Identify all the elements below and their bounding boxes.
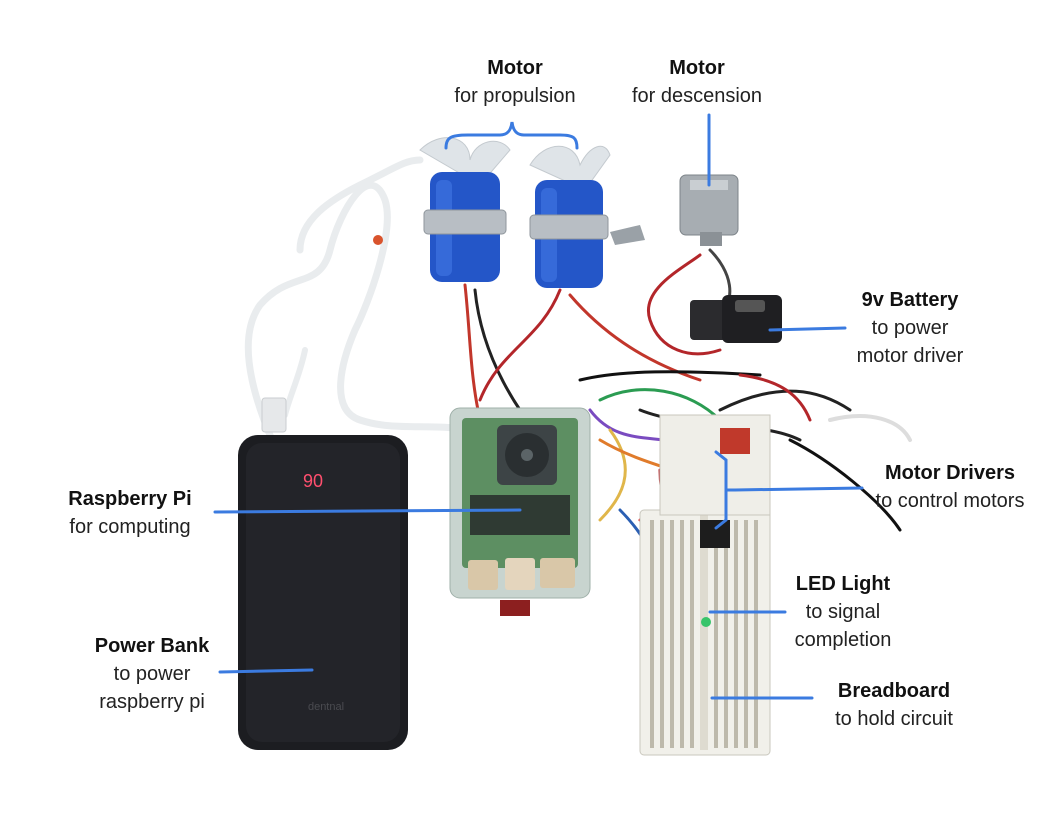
label-breadboard: Breadboard to hold circuit: [814, 677, 974, 733]
motor-drivers-brace: [714, 450, 735, 530]
label-battery-9v-line2: motor driver: [856, 345, 964, 367]
label-led-light: LED Light to signal completion: [768, 570, 918, 654]
label-motor-descension-title: Motor: [669, 57, 725, 79]
label-battery-9v: 9v Battery to power motor driver: [830, 286, 990, 370]
label-motor-propulsion-subtitle: for propulsion: [454, 85, 576, 107]
power-bank-leader: [218, 668, 314, 674]
label-raspberry-pi: Raspberry Pi for computing: [40, 485, 220, 541]
cable-tie: [373, 235, 383, 245]
label-raspberry-pi-title: Raspberry Pi: [68, 488, 192, 510]
label-motor-drivers-title: Motor Drivers: [884, 462, 1016, 484]
label-breadboard-subtitle: to hold circuit: [835, 708, 953, 730]
label-power-bank-line2: raspberry pi: [99, 691, 205, 713]
label-battery-9v-line1: to power: [871, 317, 949, 339]
propulsion-motor-left: [419, 137, 511, 282]
label-power-bank: Power Bank to power raspberry pi: [72, 632, 232, 716]
label-breadboard-title: Breadboard: [837, 680, 951, 702]
label-led-light-line2: completion: [794, 629, 892, 651]
label-battery-9v-title: 9v Battery: [861, 289, 959, 311]
propulsion-motor-right: [529, 145, 645, 288]
usb-plug: [261, 397, 287, 433]
label-power-bank-title: Power Bank: [94, 635, 210, 657]
label-raspberry-pi-subtitle: for computing: [69, 516, 191, 538]
label-motor-propulsion: Motor for propulsion: [430, 54, 600, 110]
label-led-light-title: LED Light: [795, 573, 891, 595]
label-motor-descension: Motor for descension: [612, 54, 782, 110]
battery-9v: [690, 295, 782, 343]
usb-cable: [244, 156, 459, 444]
battery-leader: [768, 326, 847, 332]
label-power-bank-line1: to power: [113, 663, 191, 685]
label-led-light-line1: to signal: [805, 601, 881, 623]
pi-leader: [213, 508, 522, 514]
power-bank-display: 90: [303, 471, 323, 491]
propulsion-brace: [444, 121, 579, 150]
raspberry-pi: [449, 407, 591, 616]
motor-drivers-leader: [733, 486, 864, 492]
label-motor-drivers: Motor Drivers to control motors: [850, 459, 1050, 515]
power-bank: 90 dentnal: [238, 435, 408, 750]
leader-lines: [213, 113, 864, 700]
label-motor-drivers-subtitle: to control motors: [875, 490, 1025, 512]
label-motor-propulsion-title: Motor: [487, 57, 543, 79]
label-motor-descension-subtitle: for descension: [631, 85, 763, 107]
breadboard: [639, 414, 771, 756]
power-bank-brand: dentnal: [308, 701, 344, 713]
